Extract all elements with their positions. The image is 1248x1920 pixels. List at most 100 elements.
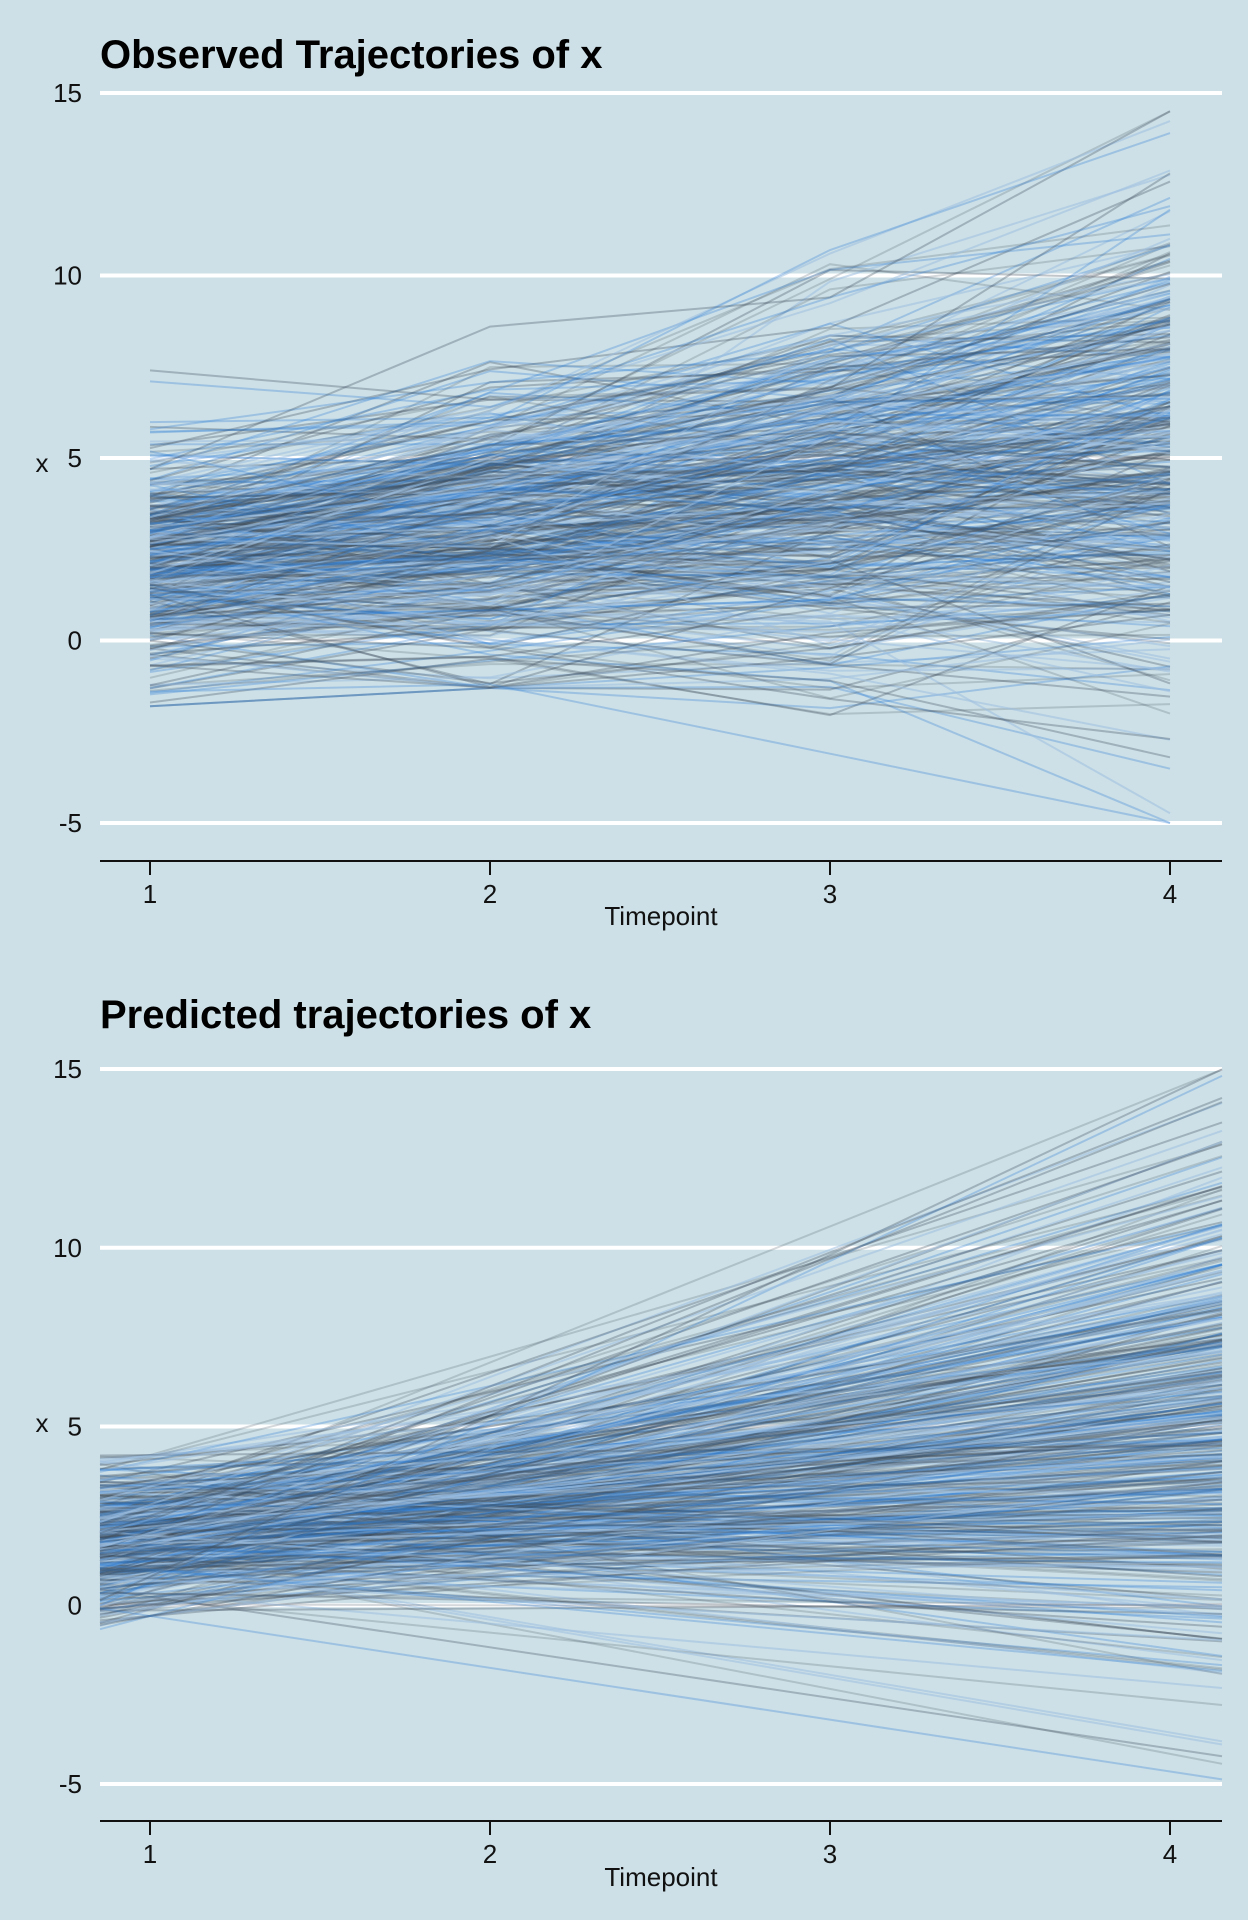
predicted-series-line [99, 1468, 1223, 1509]
observed-series-line [149, 581, 1171, 628]
observed-series-line [149, 492, 1171, 642]
predicted-series-line [99, 1540, 1223, 1618]
observed-series-line [149, 536, 1171, 593]
observed-series-line [149, 480, 1171, 508]
observed-series-line [149, 252, 1171, 498]
predicted-series-line [99, 1280, 1223, 1590]
observed-series-line [149, 500, 1171, 584]
observed-series-line [149, 416, 1171, 579]
observed-series-line [149, 431, 1171, 515]
predicted-series-line [99, 1591, 1223, 1615]
predicted-series-line [99, 1344, 1223, 1513]
predicted-series-line [99, 1441, 1223, 1496]
observed-y-label: x [36, 448, 49, 478]
observed-series-line [149, 407, 1171, 555]
predicted-series-line [99, 1414, 1223, 1611]
predicted-series-line [99, 1461, 1223, 1572]
predicted-series-line [99, 1549, 1223, 1743]
x-tick-label: 4 [1163, 1839, 1177, 1869]
predicted-series-line [99, 1529, 1223, 1569]
predicted-series-line [99, 1463, 1223, 1558]
predicted-series-line [99, 1563, 1223, 1672]
observed-series-line [149, 333, 1171, 441]
observed-series-line [149, 519, 1171, 618]
predicted-series-line [99, 1373, 1223, 1460]
observed-series-line [149, 449, 1171, 686]
observed-series-line [149, 253, 1171, 588]
observed-series-line [149, 589, 1171, 641]
observed-series-line [149, 539, 1171, 588]
observed-series-line [149, 587, 1171, 824]
observed-series-line [149, 404, 1171, 547]
predicted-series-line [99, 1476, 1223, 1577]
x-tick-label: 4 [1163, 879, 1177, 909]
observed-series-line [149, 381, 1171, 558]
observed-series-line [149, 374, 1171, 447]
observed-series-line [149, 632, 1171, 740]
observed-series-line [149, 521, 1171, 619]
predicted-series-line [99, 1344, 1223, 1529]
x-tick-label: 2 [483, 1839, 497, 1869]
observed-series-line [149, 466, 1171, 540]
predicted-series-line [99, 1129, 1223, 1524]
observed-series-line [149, 453, 1171, 585]
predicted-series-line [99, 1464, 1223, 1531]
predicted-series-line [99, 1548, 1223, 1560]
observed-series-line [149, 346, 1171, 524]
predicted-series-line [99, 1096, 1223, 1542]
observed-series-line [149, 292, 1171, 583]
predicted-series-line [99, 1332, 1223, 1631]
predicted-series-line [99, 1313, 1223, 1624]
observed-series-line [149, 550, 1171, 671]
predicted-series-line [99, 1354, 1223, 1559]
predicted-series-line [99, 1348, 1223, 1544]
predicted-series-line [99, 1520, 1223, 1534]
predicted-series-line [99, 1550, 1223, 1574]
observed-series-line [149, 473, 1171, 596]
observed-series-line [149, 352, 1171, 598]
predicted-series-line [99, 1398, 1223, 1526]
observed-series-line [149, 478, 1171, 687]
observed-series-line [149, 501, 1171, 566]
predicted-series-line [99, 1518, 1223, 1582]
observed-series-line [149, 308, 1171, 522]
predicted-series-line [99, 1506, 1223, 1532]
x-tick-label: 3 [823, 879, 837, 909]
observed-series-line [149, 521, 1171, 591]
predicted-series-line [99, 1199, 1223, 1525]
observed-series-line [149, 120, 1171, 488]
observed-series-line [149, 467, 1171, 614]
predicted-series-line [99, 1479, 1223, 1624]
predicted-series-line [99, 1228, 1223, 1562]
y-tick-label: 5 [68, 1412, 82, 1442]
predicted-series-line [99, 1588, 1223, 1758]
predicted-series-line [99, 1224, 1223, 1544]
predicted-series-line [99, 1554, 1223, 1628]
observed-series-line [149, 613, 1171, 686]
observed-series-line [149, 382, 1171, 552]
observed-series-line [149, 491, 1171, 588]
y-tick-label: 15 [53, 1054, 82, 1084]
observed-series-line [149, 132, 1171, 434]
observed-series-line [149, 172, 1171, 401]
predicted-series-line [99, 1576, 1223, 1642]
predicted-series-line [99, 1533, 1223, 1635]
predicted-title: Predicted trajectories of x [100, 993, 591, 1037]
predicted-series-line [99, 1516, 1223, 1530]
predicted-series-line [99, 1186, 1223, 1471]
observed-series-line [149, 411, 1171, 526]
observed-series-line [149, 638, 1171, 690]
predicted-series-line [99, 1405, 1223, 1579]
observed-series-line [149, 396, 1171, 443]
predicted-series-line [99, 1387, 1223, 1495]
predicted-series-line [99, 1452, 1223, 1524]
observed-series-line [149, 470, 1171, 516]
observed-series-line [149, 441, 1171, 593]
observed-series-line [149, 334, 1171, 493]
predicted-series-line [99, 1441, 1223, 1554]
observed-series-line [149, 254, 1171, 496]
observed-series-line [149, 490, 1171, 688]
predicted-series-line [99, 1102, 1223, 1524]
observed-series-line [149, 564, 1171, 616]
